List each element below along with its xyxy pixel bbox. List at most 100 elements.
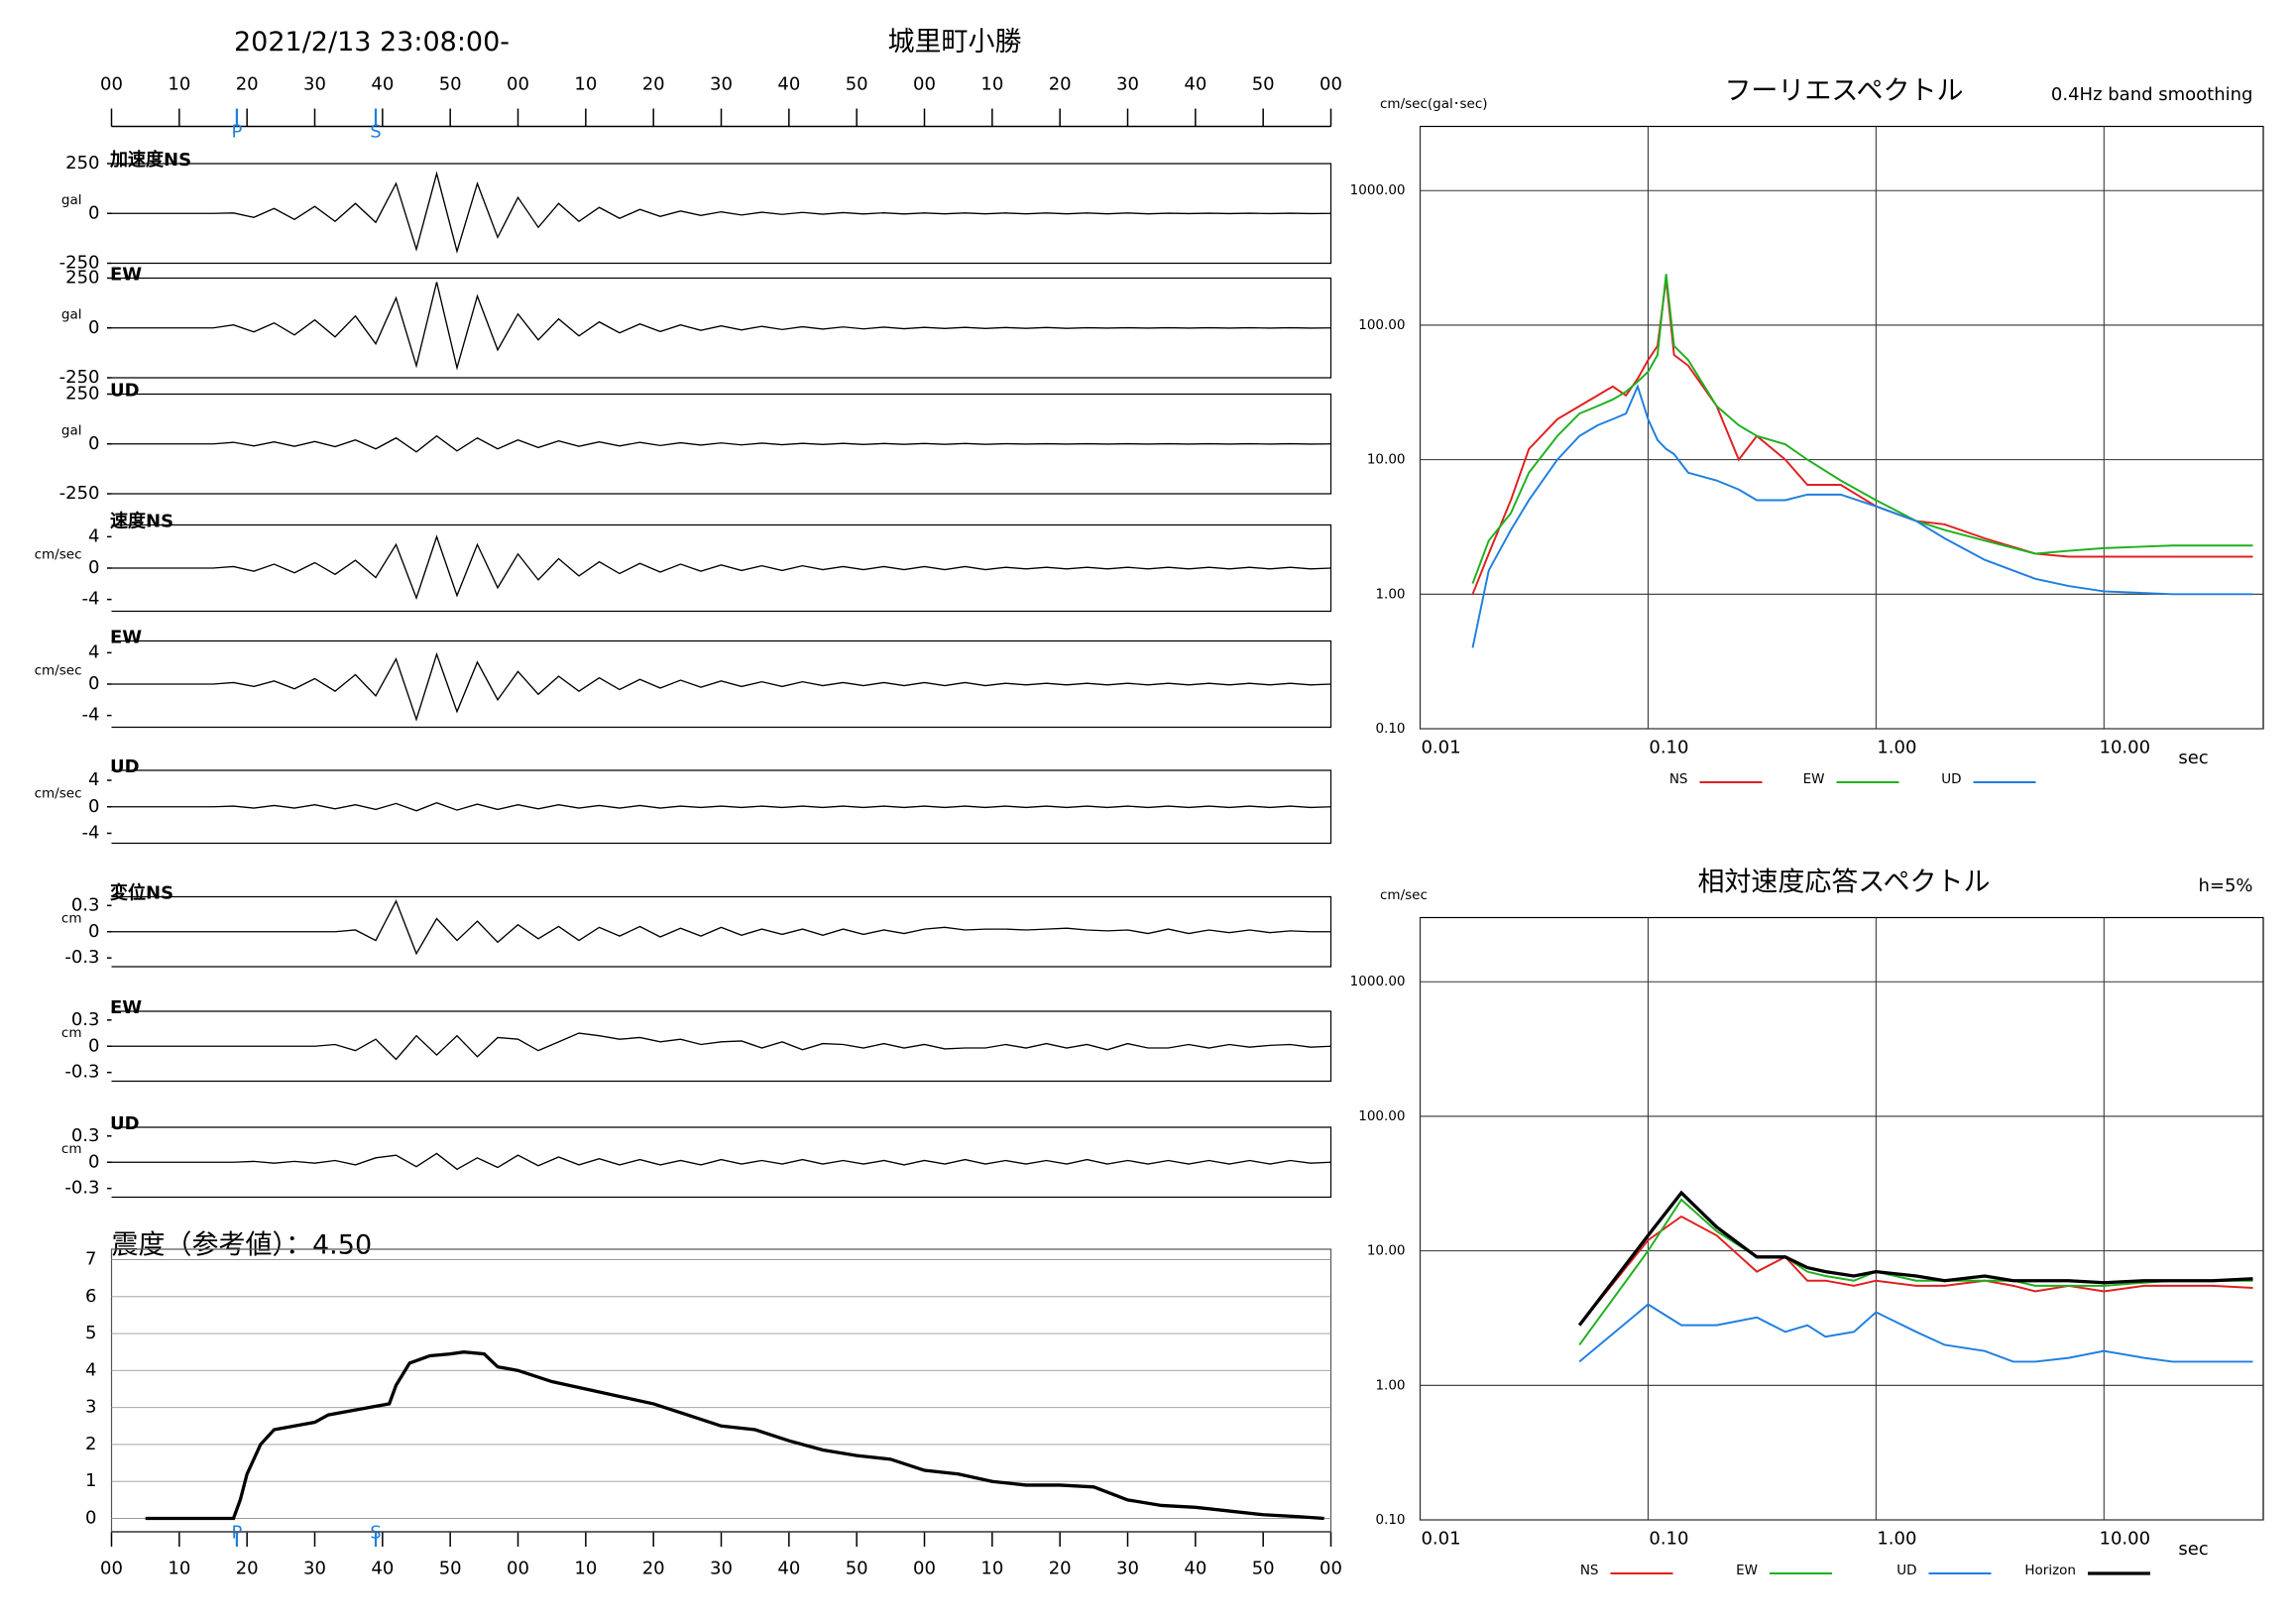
x-tick-label: 0.01	[1421, 738, 1460, 758]
x-tick-label: 00	[913, 1559, 936, 1579]
y-tick-label: -250	[59, 367, 100, 388]
plot-frame	[1419, 125, 2264, 730]
y-tick-label: -4	[82, 589, 100, 610]
x-tick-label: 50	[439, 1559, 462, 1579]
waveform	[111, 434, 1331, 453]
y-tick-label: 6	[85, 1286, 96, 1307]
x-tick-label: 0.01	[1421, 1529, 1460, 1550]
x-tick-label: 40	[371, 74, 394, 95]
spectrum-line	[1578, 1215, 2253, 1327]
spectrum-line	[1577, 1190, 2253, 1327]
y-tick-label: -250	[59, 253, 100, 274]
y-tick-label: 4	[88, 641, 99, 662]
y-tick-label: 5	[85, 1323, 96, 1343]
x-tick-label: 30	[1116, 1559, 1139, 1579]
y-tick-label: 0	[85, 1508, 96, 1529]
x-tick-label: 50	[1252, 1559, 1275, 1579]
chart-title: 相対速度応答スペクトル	[1697, 868, 1990, 898]
y-tick-label: -250	[59, 483, 100, 504]
x-tick-label: 10.00	[2100, 1529, 2151, 1550]
waveform	[111, 171, 1331, 254]
x-tick-label: 1.00	[1877, 738, 1916, 758]
x-tick-label: 30	[303, 74, 326, 95]
y-tick-label: 7	[85, 1249, 96, 1270]
y-tick-label: -0.3	[64, 1178, 99, 1199]
y-tick-label: 1000.00	[1350, 182, 1406, 198]
spectrum-line	[1471, 279, 2253, 595]
waveform	[111, 1032, 1331, 1061]
waveform	[111, 1152, 1331, 1171]
chart-subtitle: 0.4Hz band smoothing	[2051, 84, 2253, 105]
y-axis-label: cm/sec(gal･sec)	[1380, 96, 1488, 112]
y-tick-label: 1.00	[1375, 1377, 1405, 1393]
channel-label: EW	[110, 628, 142, 648]
y-tick-label: 250	[65, 268, 99, 289]
y-tick-label: 0.10	[1375, 1512, 1405, 1528]
channel-label: 加速度NS	[109, 149, 191, 171]
panel-frame	[111, 639, 1332, 729]
x-tick-label: 30	[710, 1559, 733, 1579]
x-tick-label: 30	[710, 74, 733, 95]
x-tick-label: 10	[980, 74, 1003, 95]
x-tick-label: 40	[1184, 1559, 1206, 1579]
x-tick-label: 40	[1184, 74, 1206, 95]
phase-label: S	[370, 1523, 381, 1544]
y-tick-label: 1	[85, 1470, 96, 1491]
waveform	[111, 282, 1331, 371]
y-tick-label: -4	[82, 822, 100, 843]
x-tick-label: 20	[236, 74, 259, 95]
unit-label: cm	[61, 910, 82, 926]
y-tick-label: 100.00	[1358, 1108, 1405, 1124]
x-tick-label: 40	[371, 1559, 394, 1579]
spectrum-line	[1578, 1303, 2253, 1363]
x-tick-label: 0.10	[1649, 738, 1688, 758]
y-tick-label: 0	[88, 317, 99, 338]
x-tick-label: 00	[507, 1559, 529, 1579]
spectrum-line	[1471, 274, 2253, 584]
y-tick-label: 0	[88, 1151, 99, 1172]
intensity-line	[145, 1350, 1324, 1521]
y-tick-label: 4	[88, 525, 99, 546]
x-tick-label: 00	[1320, 74, 1342, 95]
y-tick-label: 10.00	[1367, 452, 1406, 468]
waveform	[111, 899, 1331, 956]
x-tick-label: 10	[980, 1559, 1003, 1579]
waveform	[111, 651, 1331, 722]
y-tick-label: 0	[88, 921, 99, 942]
x-tick-label: 50	[846, 74, 868, 95]
x-tick-label: 30	[303, 1559, 326, 1579]
unit-label: cm	[61, 1141, 82, 1157]
y-tick-label: 10.00	[1367, 1243, 1406, 1259]
y-tick-label: 0	[88, 1035, 99, 1056]
x-tick-label: 40	[777, 1559, 800, 1579]
x-tick-label: 30	[1116, 74, 1139, 95]
y-tick-label: 1000.00	[1350, 974, 1406, 989]
x-tick-label: 00	[1320, 1559, 1342, 1579]
channel-label: EW	[110, 997, 142, 1018]
plot-frame	[1419, 916, 2264, 1521]
phase-label: P	[231, 122, 242, 143]
y-tick-label: 0	[88, 673, 99, 694]
waveform	[111, 802, 1331, 812]
x-tick-label: 00	[100, 1559, 123, 1579]
y-tick-label: 1.00	[1375, 586, 1405, 602]
unit-label: cm/sec	[35, 663, 82, 679]
legend-label: NS	[1580, 1563, 1599, 1578]
unit-label: cm	[61, 1025, 82, 1041]
x-tick-label: 10	[574, 1559, 597, 1579]
channel-label: 変位NS	[110, 882, 173, 904]
y-tick-label: 4	[88, 769, 99, 790]
x-tick-label: 20	[642, 74, 665, 95]
x-tick-label: 20	[1049, 74, 1072, 95]
y-tick-label: 0	[88, 433, 99, 454]
y-axis-label: cm/sec	[1380, 887, 1428, 903]
x-tick-label: 00	[507, 74, 529, 95]
channel-label: UD	[110, 381, 140, 402]
x-tick-label: 10	[168, 1559, 190, 1579]
y-tick-label: -0.3	[64, 947, 99, 968]
x-tick-label: 1.00	[1877, 1529, 1916, 1550]
phase-label: S	[370, 122, 381, 143]
chart-title: フーリエスペクトル	[1724, 76, 1963, 107]
intensity-title: 震度（参考値）：4.50	[112, 1230, 373, 1261]
